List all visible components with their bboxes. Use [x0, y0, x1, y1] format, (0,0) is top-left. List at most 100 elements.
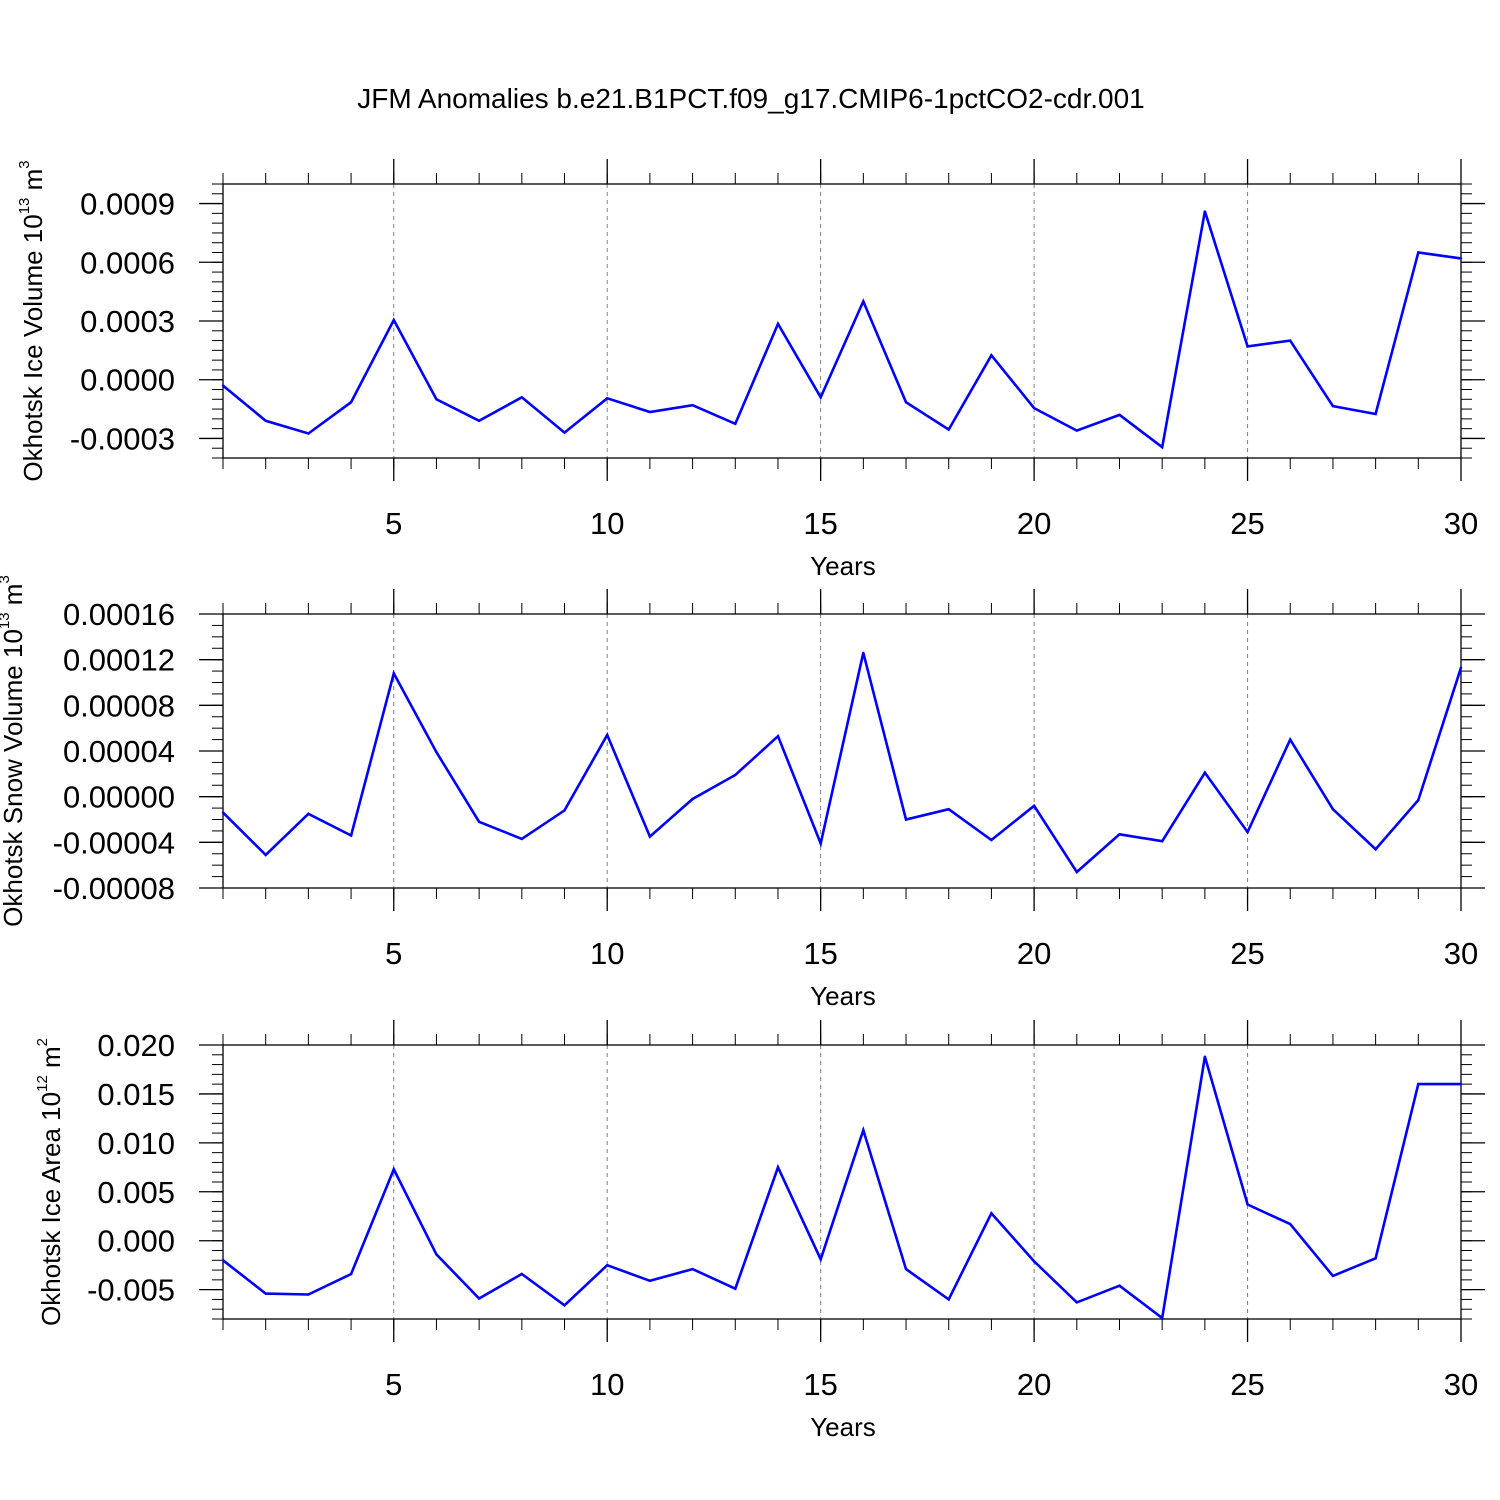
snow-volume-data-point — [563, 809, 566, 812]
snow-volume-data-point — [1075, 870, 1078, 874]
ice-area-y-axis-title-unit-exponent: 2 — [34, 1038, 51, 1046]
ice-volume-data-point — [691, 403, 694, 407]
ice-area-y-tick-label: 0.000 — [97, 1224, 175, 1259]
ice-area-x-tick-label: 10 — [590, 1367, 624, 1402]
ice-area-y-tick-label: -0.005 — [87, 1273, 175, 1308]
snow-volume-data-point — [691, 797, 694, 801]
ice-area-data-point — [1160, 1316, 1164, 1320]
ice-volume-x-tick-label: 25 — [1230, 506, 1264, 541]
snow-volume-data-point — [520, 837, 524, 841]
snow-volume-x-tick-label: 5 — [385, 936, 402, 971]
snow-volume-y-axis-title-unit-exponent: 3 — [0, 575, 13, 583]
snow-volume-y-axis-title: Okhotsk Snow Volume 1013 m3 — [0, 575, 28, 927]
ice-volume-data-point — [1160, 446, 1164, 449]
ice-volume-data-point — [606, 397, 609, 400]
ice-volume-data-point — [1203, 210, 1207, 213]
ice-volume-data-point — [776, 322, 780, 326]
ice-volume-data-point — [221, 384, 225, 387]
figure-title: JFM Anomalies b.e21.B1PCT.f09_g17.CMIP6-… — [357, 83, 1145, 114]
snow-volume-y-axis-title-unit: m — [0, 584, 28, 613]
ice-area-data-point — [1118, 1284, 1121, 1287]
ice-area-data-point — [691, 1267, 694, 1271]
snow-volume-data-point — [435, 750, 438, 754]
ice-area-series-line-0 — [222, 1056, 1461, 1321]
ice-volume-data-point — [1331, 404, 1335, 408]
snow-volume-y-tick-label: 0.00004 — [63, 734, 175, 769]
ice-volume-y-tick-label: 0.0006 — [80, 245, 175, 280]
ice-area-data-point — [947, 1298, 950, 1301]
ice-area-x-tick-label: 25 — [1230, 1367, 1264, 1402]
ice-volume-data-point — [1417, 251, 1420, 254]
snow-volume-data-point — [1459, 666, 1463, 669]
ice-volume-data-point — [1075, 429, 1078, 432]
snow-volume-data-point — [264, 853, 267, 857]
ice-area-data-point — [1246, 1203, 1249, 1206]
ice-volume-data-point — [1459, 257, 1463, 260]
ice-area-data-point — [990, 1212, 993, 1215]
snow-volume-y-tick-label: -0.00008 — [53, 871, 175, 906]
snow-volume-y-tick-label: 0.00000 — [63, 780, 175, 815]
ice-area-data-point — [1032, 1260, 1036, 1263]
snow-volume-data-point — [1246, 830, 1249, 834]
ice-volume-data-point — [1246, 345, 1249, 348]
snow-volume-series-line-0 — [222, 652, 1463, 874]
snow-volume-data-point — [221, 811, 225, 814]
ice-volume-plot-frame — [222, 183, 1462, 459]
ice-volume-data-point — [307, 432, 310, 435]
ice-area-y-axis-title-unit: m — [36, 1046, 66, 1075]
ice-volume-data-point — [819, 396, 822, 399]
ice-volume-y-axis-title-unit: m — [18, 169, 48, 198]
ice-volume-y-axis-title: Okhotsk Ice Volume 1013 m3 — [16, 160, 48, 481]
ice-area-x-tick-label: 20 — [1017, 1367, 1051, 1402]
ice-volume-data-point — [1118, 413, 1121, 417]
ice-area-data-point — [734, 1287, 737, 1290]
ice-area-data-point — [648, 1279, 652, 1283]
ice-area-x-tick-label: 5 — [385, 1367, 402, 1402]
ice-area-data-point — [1203, 1055, 1207, 1058]
snow-volume-y-axis-title-exponent: 13 — [0, 612, 13, 629]
snow-volume-data-point — [1331, 808, 1335, 811]
snow-volume-data-point — [947, 808, 950, 811]
ice-volume-x-tick-label: 20 — [1017, 506, 1051, 541]
snow-volume-data-point — [1374, 847, 1377, 851]
ice-volume-data-point — [392, 318, 395, 322]
ice-volume-y-tick-label: 0.0003 — [80, 304, 175, 339]
snow-volume-x-tick-label: 20 — [1017, 936, 1051, 971]
ice-volume-x-tick-label: 15 — [803, 506, 837, 541]
ice-volume-y-axis-title-text: Okhotsk Ice Volume 10 — [18, 214, 48, 481]
snow-volume-data-point — [862, 651, 865, 655]
ice-area-y-tick-label: 0.010 — [97, 1126, 175, 1161]
ice-volume-y-tick-label: 0.0000 — [80, 363, 175, 398]
ice-area-data-point — [776, 1166, 780, 1169]
ice-area-data-point — [435, 1253, 438, 1256]
snow-volume-data-point — [1289, 738, 1292, 741]
ice-area-x-tick-label: 15 — [803, 1367, 837, 1402]
snow-volume-data-point — [776, 734, 780, 738]
ice-volume-data-point — [1289, 339, 1292, 342]
snow-volume-data-point — [1032, 804, 1036, 807]
ice-area-y-tick-label: 0.020 — [97, 1028, 175, 1063]
ice-volume-data-point — [264, 419, 267, 423]
ice-area-y-axis-title-exponent: 12 — [34, 1075, 51, 1092]
snow-volume-y-axis-title-text: Okhotsk Snow Volume 10 — [0, 629, 28, 927]
ice-area-y-axis-title-text: Okhotsk Ice Area 10 — [36, 1092, 66, 1326]
snow-volume-data-point — [1417, 798, 1420, 802]
ice-volume-x-axis-title: Years — [810, 551, 876, 581]
snow-volume-data-point — [1160, 839, 1164, 843]
ice-volume-data-point — [349, 401, 353, 404]
snow-volume-x-tick-label: 30 — [1444, 936, 1478, 971]
ice-volume-data-point — [904, 401, 908, 404]
ice-volume-x-tick-label: 30 — [1444, 506, 1478, 541]
panel-snow-volume: 5 10 15 20 25 30 Years -0.00008 -0.00004 0.00000 0… — [0, 575, 1485, 1011]
ice-volume-data-point — [947, 428, 950, 431]
ice-area-data-point — [563, 1304, 566, 1307]
ice-volume-data-point — [520, 396, 524, 399]
snow-volume-x-tick-label: 15 — [803, 936, 837, 971]
ice-area-data-point — [606, 1263, 609, 1267]
ice-volume-x-tick-label: 10 — [590, 506, 624, 541]
ice-area-y-tick-label: 0.005 — [97, 1175, 175, 1210]
ice-area-data-point — [307, 1293, 310, 1296]
ice-volume-data-point — [990, 354, 993, 357]
ice-volume-data-point — [435, 398, 438, 401]
panel-ice-area: 5 10 15 20 25 30 Years -0.005 0.000 0.005 0.010 0.0… — [34, 1020, 1485, 1442]
